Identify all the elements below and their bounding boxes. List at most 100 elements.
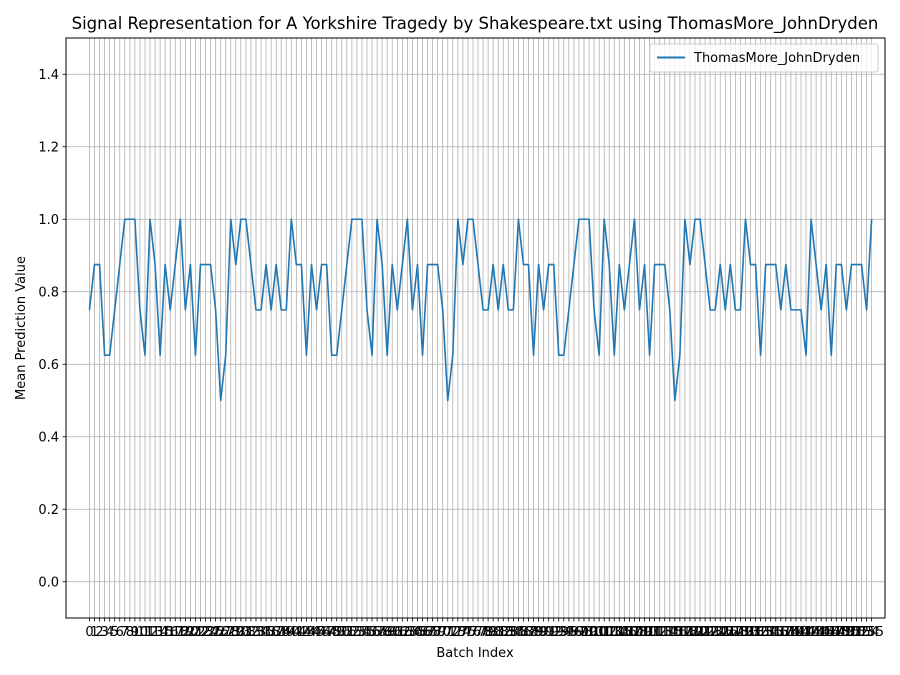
series-point	[366, 309, 368, 311]
series-point	[785, 264, 787, 266]
x-tick-label: 32	[243, 625, 260, 640]
series-point	[528, 264, 530, 266]
series-point	[306, 354, 308, 356]
series-point	[321, 264, 323, 266]
series-point	[301, 264, 303, 266]
series-point	[664, 264, 666, 266]
series-point	[225, 354, 227, 356]
x-tick-label: 90	[535, 625, 552, 640]
series-point	[220, 400, 222, 402]
series-point	[563, 354, 565, 356]
series-point	[639, 309, 641, 311]
x-tick-label: 36	[263, 625, 280, 640]
x-tick-label: 6	[116, 625, 124, 640]
x-tick-label: 108	[622, 625, 647, 640]
x-tick-label: 38	[273, 625, 290, 640]
series-point	[104, 354, 106, 356]
x-tick-label: 56	[364, 625, 381, 640]
series-point	[134, 218, 136, 220]
x-tick-label: 150	[834, 625, 859, 640]
x-tick-label: 92	[545, 625, 562, 640]
x-tick-label: 117	[667, 625, 692, 640]
x-tick-label: 141	[789, 625, 814, 640]
series-point	[422, 354, 424, 356]
series-point	[815, 264, 817, 266]
series-point	[200, 264, 202, 266]
x-axis-label: Batch Index	[436, 646, 514, 661]
series-point	[795, 309, 797, 311]
x-tick-label: 33	[248, 625, 265, 640]
series-point	[719, 264, 721, 266]
x-tick-label: 104	[602, 625, 627, 640]
x-tick-label: 131	[738, 625, 763, 640]
series-point	[124, 218, 126, 220]
series-point	[770, 264, 772, 266]
x-tick-label: 65	[409, 625, 426, 640]
series-point	[730, 264, 732, 266]
x-tick-label: 12	[142, 625, 159, 640]
series-point	[659, 264, 661, 266]
x-tick-label: 43	[298, 625, 315, 640]
series-point	[179, 218, 181, 220]
x-tick-label: 77	[470, 625, 487, 640]
series-line	[88, 218, 873, 402]
x-tick-label: 111	[637, 625, 662, 640]
series-point	[699, 218, 701, 220]
series-point	[331, 354, 333, 356]
series-point	[765, 264, 767, 266]
x-tick-label: 30	[233, 625, 250, 640]
x-tick-label: 94	[556, 625, 573, 640]
x-tick-label: 13	[147, 625, 164, 640]
x-tick-label: 98	[576, 625, 593, 640]
y-tick-label: 0.6	[38, 358, 59, 373]
series-point	[851, 264, 853, 266]
x-tick-label: 88	[525, 625, 542, 640]
series-point	[296, 264, 298, 266]
x-tick-label: 34	[253, 625, 270, 640]
x-tick-label: 148	[824, 625, 849, 640]
series-point	[154, 264, 156, 266]
series-point	[361, 218, 363, 220]
x-tick-label: 132	[743, 625, 768, 640]
series-point	[573, 264, 575, 266]
x-tick-label: 47	[318, 625, 335, 640]
x-tick-label: 84	[505, 625, 522, 640]
series-point	[548, 264, 550, 266]
x-tick-label: 135	[758, 625, 783, 640]
series-point	[694, 218, 696, 220]
series-point	[593, 309, 595, 311]
series-point	[285, 309, 287, 311]
x-tick-label: 115	[657, 625, 682, 640]
series-point	[492, 264, 494, 266]
x-tick-label: 0	[85, 625, 93, 640]
x-tick-label: 74	[455, 625, 472, 640]
x-tick-label: 35	[258, 625, 275, 640]
x-tick-label: 19	[177, 625, 194, 640]
series-point	[336, 354, 338, 356]
series-point	[265, 264, 267, 266]
x-tick-label: 124	[703, 625, 728, 640]
series-point	[619, 264, 621, 266]
series-point	[275, 264, 277, 266]
x-tick-label: 79	[480, 625, 497, 640]
series-point	[326, 264, 328, 266]
x-tick-label: 23	[197, 625, 214, 640]
x-tick-label: 61	[389, 625, 406, 640]
series-point	[780, 309, 782, 311]
series-point	[412, 309, 414, 311]
x-tick-label: 29	[228, 625, 245, 640]
x-tick-label: 137	[768, 625, 793, 640]
series-point	[866, 309, 868, 311]
series-point	[376, 218, 378, 220]
x-tick-label: 60	[384, 625, 401, 640]
x-tick-label: 86	[515, 625, 532, 640]
series-point	[391, 264, 393, 266]
series-point	[417, 264, 419, 266]
x-tick-label: 14	[152, 625, 169, 640]
x-tick-label: 4	[106, 625, 114, 640]
series-point	[820, 309, 822, 311]
x-tick-label: 87	[520, 625, 537, 640]
x-tick-label: 145	[809, 625, 834, 640]
series-point	[311, 264, 313, 266]
x-tick-label: 2	[95, 625, 103, 640]
